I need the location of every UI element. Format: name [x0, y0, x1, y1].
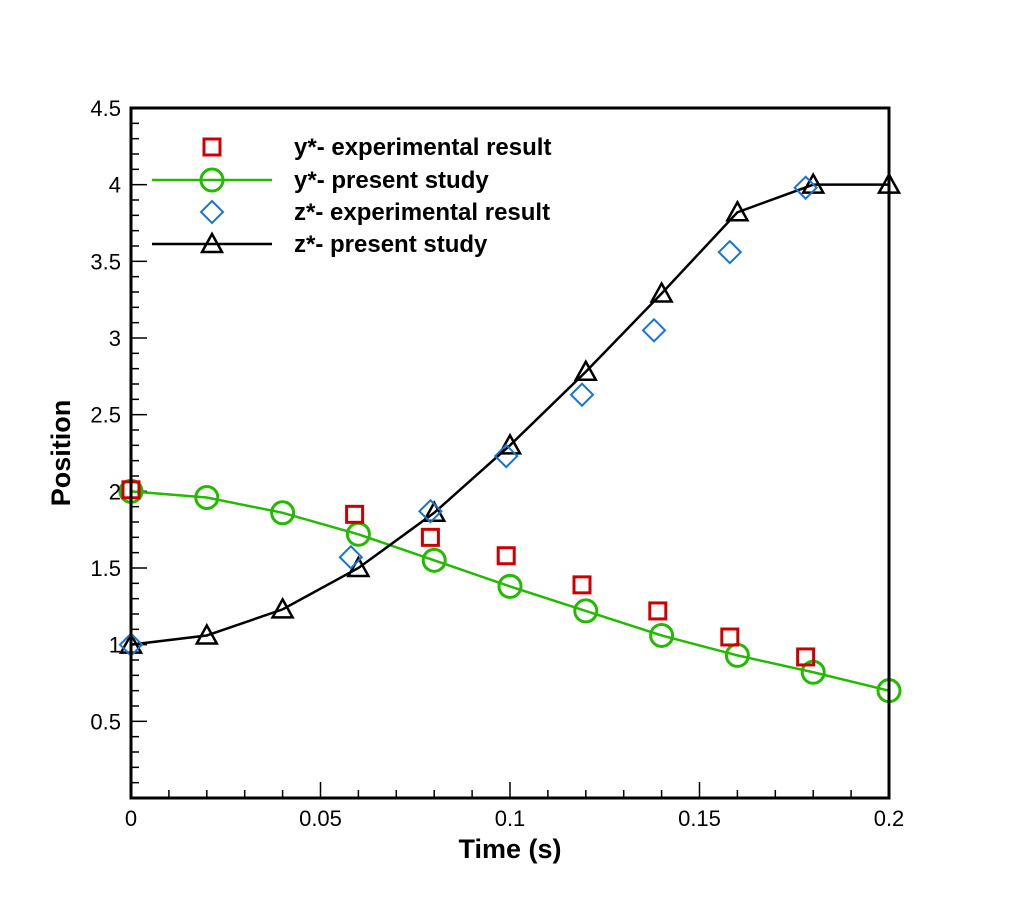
data-point — [720, 627, 740, 647]
y-tick-label: 4.5 — [90, 96, 121, 121]
plot-series — [118, 172, 902, 704]
x-axis-title: Time (s) — [458, 834, 561, 864]
x-tick-label: 0.1 — [495, 806, 526, 831]
legend-marker — [199, 199, 225, 225]
data-point — [641, 317, 667, 343]
data-point — [648, 601, 668, 621]
legend-label: z*- present study — [294, 231, 488, 258]
data-point — [496, 546, 516, 566]
data-point — [270, 596, 295, 619]
data-point — [725, 199, 750, 222]
data-point — [422, 500, 447, 523]
data-point — [793, 175, 819, 201]
data-point — [338, 544, 364, 570]
x-tick-label: 0.2 — [874, 806, 905, 831]
x-tick-label: 0.15 — [678, 806, 721, 831]
legend-marker — [199, 167, 225, 193]
y-tick-label: 3.5 — [90, 249, 121, 274]
data-point — [194, 622, 219, 645]
legend-label: y*- experimental result — [294, 134, 551, 161]
data-point — [573, 598, 599, 624]
data-point — [417, 498, 443, 524]
y-tick-label: 0.5 — [90, 709, 121, 734]
x-tick-label: 0.05 — [299, 806, 342, 831]
y-tick-label: 1 — [109, 633, 121, 658]
legend-entry: z*- experimental result — [199, 199, 550, 226]
data-point — [573, 359, 598, 381]
plot-frame — [129, 106, 891, 800]
legend-entry: y*- present study — [152, 167, 489, 194]
data-point — [345, 504, 365, 524]
y-axis-title: Position — [46, 400, 76, 507]
data-point — [493, 443, 519, 469]
data-point — [497, 432, 523, 455]
legend-entry: z*- present study — [152, 231, 488, 258]
data-point — [801, 172, 826, 194]
data-point — [420, 527, 440, 547]
data-point — [194, 484, 220, 510]
data-point — [270, 500, 296, 526]
data-point — [497, 573, 523, 599]
series-line — [130, 490, 890, 692]
data-point — [421, 547, 447, 573]
data-point — [569, 382, 595, 408]
y-tick-label: 4 — [109, 173, 121, 198]
data-point — [649, 280, 674, 303]
y-tick-label: 2 — [109, 479, 121, 504]
legend-marker — [199, 231, 225, 254]
series-square — [121, 480, 816, 667]
legend-entry: y*- experimental result — [202, 134, 551, 161]
legend-label: y*- present study — [294, 167, 489, 194]
tick-labels: 0 0.05 0.1 0.15 0.2 0.5 1 1.5 2 2.5 3 3.5 4 4.5 — [90, 96, 904, 831]
legend-marker — [202, 137, 222, 157]
series-triangle — [118, 172, 902, 654]
data-point — [572, 575, 592, 595]
legend-label: z*- experimental result — [294, 199, 550, 226]
data-point — [717, 239, 743, 265]
x-tick-label: 0 — [125, 806, 137, 831]
legend: y*- experimental result y*- present study… — [152, 134, 551, 258]
y-tick-label: 3 — [109, 326, 121, 351]
data-point — [649, 622, 675, 648]
y-tick-label: 1.5 — [90, 556, 121, 581]
series-line — [130, 183, 889, 646]
y-tick-label: 2.5 — [90, 403, 121, 428]
data-point — [796, 647, 816, 667]
